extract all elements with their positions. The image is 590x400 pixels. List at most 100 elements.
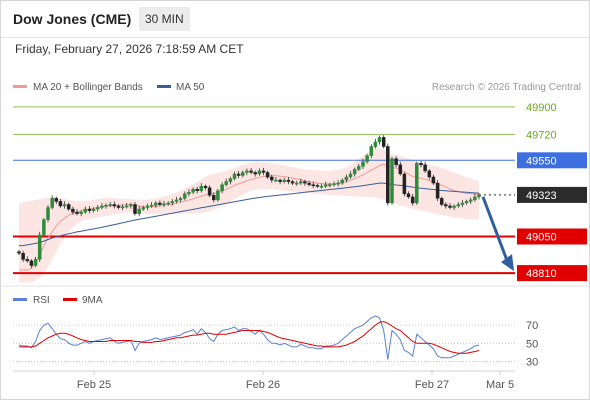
candle-down [431, 176, 436, 184]
legend-label-9ma: 9MA [82, 295, 103, 306]
candle-up [294, 182, 299, 185]
candle-down [236, 173, 241, 176]
candle-up [220, 184, 224, 192]
candle-up [377, 137, 382, 143]
candle-up [456, 204, 461, 207]
price-legend: MA 20 + Bollinger Bands MA 50 Research ©… [13, 82, 581, 93]
candle-up [390, 158, 394, 204]
rsi-lines-layer [18, 315, 480, 360]
rsi-grid-layer: 70 50 30 [13, 320, 538, 369]
rsi-9ma-line [19, 320, 480, 354]
candle-down [444, 204, 448, 207]
level-label-49050: 49050 [526, 232, 557, 244]
candle-up [460, 202, 465, 205]
candle-up [183, 193, 187, 199]
candle-down [54, 198, 59, 202]
candle-down [311, 184, 315, 186]
candle-down [448, 205, 452, 208]
forecast-arrow-head [501, 254, 514, 272]
candle-up [108, 204, 112, 206]
candle-down [270, 176, 274, 181]
rsi-legend: RSI 9MA [13, 295, 103, 306]
candle-up [191, 188, 195, 193]
instrument-title: Dow Jones (CME) [13, 11, 132, 27]
candle-down [427, 170, 432, 178]
candle-down [439, 198, 444, 205]
rsi-line [18, 315, 480, 360]
candle-down [290, 181, 295, 184]
timeframe-button[interactable]: 30 MIN [139, 7, 190, 31]
candle-down [265, 172, 270, 178]
candle-up [100, 205, 104, 208]
x-tick-label-3: Mar 5 [486, 379, 514, 391]
candle-up [91, 208, 96, 211]
candle-up [245, 170, 249, 173]
candle-up [365, 155, 369, 163]
candle-up [145, 205, 150, 208]
rsi-tick-30: 30 [526, 357, 538, 369]
candle-down [249, 170, 253, 173]
candle-up [46, 207, 50, 220]
candle-up [468, 199, 473, 202]
level-labels-layer: 49900 49720 49550 49323 49050 48810 [517, 102, 587, 282]
chart-datetime: Friday, February 27, 2026 7:18:59 AM CET [15, 42, 244, 56]
candle-down [261, 170, 266, 173]
candle-up [154, 202, 158, 206]
bollinger-band-area [19, 148, 479, 283]
credit-text: Research © 2026 Trading Central [432, 82, 581, 93]
candle-down [398, 164, 403, 175]
level-label-49550: 49550 [526, 155, 557, 167]
candle-up [241, 172, 245, 176]
candle-up [336, 182, 340, 185]
level-label-bg-49550 [517, 152, 587, 169]
candle-up [174, 199, 179, 202]
candle-down [435, 182, 440, 199]
candle-up [415, 163, 419, 204]
candle-down [112, 204, 117, 207]
candle-up [162, 203, 166, 205]
candle-up [79, 211, 83, 214]
candle-down [212, 195, 216, 201]
candle-up [95, 207, 100, 210]
candle-down [29, 260, 34, 266]
level-label-49323: 49323 [526, 190, 557, 202]
rsi-tick-70: 70 [526, 320, 538, 332]
candle-down [17, 251, 21, 254]
candle-up [228, 178, 233, 182]
chart-header: Dow Jones (CME) 30 MIN [1, 1, 589, 38]
ma50-line [19, 182, 480, 247]
candle-down [303, 181, 307, 184]
candle-up [120, 206, 125, 209]
legend-label-rsi: RSI [33, 295, 50, 306]
candles-layer [17, 135, 481, 269]
legend-swatch-ma50 [157, 85, 171, 88]
candle-down [158, 202, 162, 205]
candle-up [299, 181, 303, 184]
candle-up [369, 146, 374, 156]
candle-up [452, 205, 456, 208]
candle-up [62, 204, 67, 207]
bollinger-bands-layer [19, 148, 479, 283]
candle-up [328, 184, 332, 186]
candle-down [195, 188, 199, 191]
candle-up [166, 202, 170, 205]
candle-up [282, 179, 286, 182]
candle-up [50, 198, 54, 208]
legend-swatch-9ma [63, 298, 77, 301]
level-label-bg-49323 [517, 186, 587, 203]
candle-up [170, 201, 175, 204]
candle-down [381, 137, 386, 147]
candle-down [402, 173, 407, 195]
candle-up [357, 166, 361, 170]
candle-up [352, 169, 357, 175]
candle-up [274, 179, 278, 182]
candle-up [83, 208, 88, 213]
candle-down [406, 193, 411, 198]
legend-swatch-rsi [13, 298, 27, 301]
candle-down [75, 211, 79, 214]
x-axis-layer: Feb 25 Feb 26 Feb 27 Mar 5 [77, 371, 514, 391]
candle-up [224, 181, 228, 185]
candle-down [410, 196, 415, 204]
candle-up [232, 173, 237, 179]
